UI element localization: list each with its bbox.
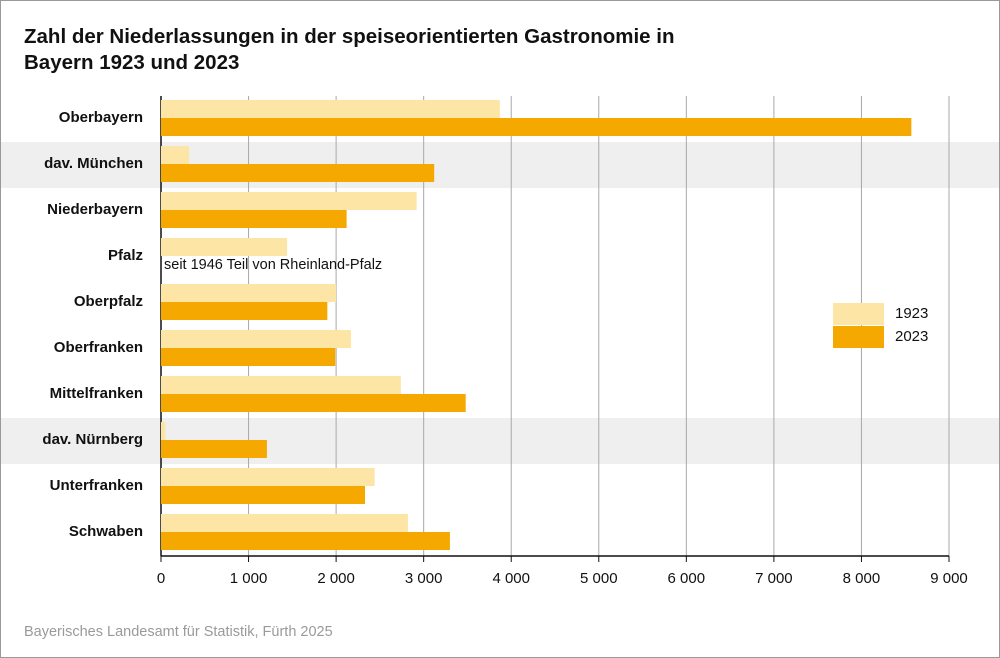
annotation: seit 1946 Teil von Rheinland-Pfalz: [164, 257, 382, 273]
y-tick-label: Mittelfranken: [50, 385, 143, 402]
x-tick-label: 1 000: [230, 570, 268, 587]
bar: [161, 394, 466, 412]
x-tick-label: 8 000: [843, 570, 881, 587]
x-tick-label: 4 000: [492, 570, 530, 587]
bar: [161, 192, 417, 210]
x-tick-label: 6 000: [668, 570, 706, 587]
x-tick-label: 3 000: [405, 570, 443, 587]
bar: [161, 330, 351, 348]
y-tick-label: Pfalz: [108, 247, 143, 264]
y-tick-label: Oberpfalz: [74, 293, 143, 310]
legend-swatch: [833, 303, 884, 325]
bar: [161, 146, 190, 164]
legend-swatch: [833, 326, 884, 348]
bar: [161, 440, 267, 458]
bar: [161, 238, 288, 256]
x-tick-label: 5 000: [580, 570, 618, 587]
bar: [161, 376, 401, 394]
y-tick-label: dav. Nürnberg: [42, 431, 143, 448]
y-tick-label: dav. München: [44, 155, 143, 172]
y-tick-label: Schwaben: [69, 523, 143, 540]
bar: [161, 118, 912, 136]
x-tick-label: 2 000: [317, 570, 355, 587]
bar: [161, 348, 336, 366]
bar: [161, 210, 347, 228]
bar: [161, 164, 435, 182]
x-tick-label: 0: [157, 570, 165, 587]
bar: [161, 486, 366, 504]
y-tick-label: Unterfranken: [50, 477, 143, 494]
bar: [161, 468, 375, 486]
bar: [161, 302, 328, 320]
row-highlight: [1, 418, 999, 464]
x-tick-label: 7 000: [755, 570, 793, 587]
bar: [161, 514, 408, 532]
bar: [161, 100, 500, 118]
bar: [161, 532, 450, 550]
source: Bayerisches Landesamt für Statistik, Für…: [24, 624, 333, 640]
chart-title: Zahl der Niederlassungen in der speiseor…: [24, 25, 675, 74]
bar: [161, 284, 337, 302]
row-highlight: [1, 142, 999, 188]
bar: [161, 422, 166, 440]
legend-label: 2023: [895, 328, 928, 345]
legend-label: 1923: [895, 305, 928, 322]
y-tick-label: Oberbayern: [59, 109, 143, 126]
y-tick-label: Oberfranken: [54, 339, 143, 356]
x-tick-label: 9 000: [930, 570, 968, 587]
y-tick-label: Niederbayern: [47, 201, 143, 218]
